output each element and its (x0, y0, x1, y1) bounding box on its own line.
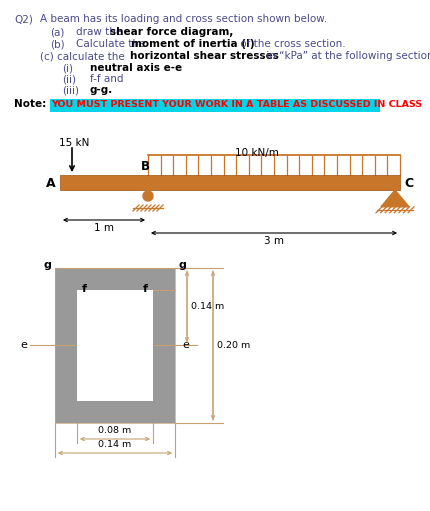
Text: (b): (b) (50, 39, 64, 49)
Circle shape (143, 191, 153, 201)
Text: 1 m: 1 m (94, 223, 114, 233)
Bar (77, 290, 153, 401)
Text: 0.14 m: 0.14 m (98, 440, 131, 449)
Text: Q2): Q2) (14, 14, 33, 24)
Text: of the cross section.: of the cross section. (237, 39, 345, 49)
Text: draw the: draw the (76, 27, 125, 37)
Text: YOU MUST PRESENT YOUR WORK IN A TABLE AS DISCUSSED IN CLASS: YOU MUST PRESENT YOUR WORK IN A TABLE AS… (51, 100, 421, 109)
Text: 0.08 m: 0.08 m (98, 426, 131, 435)
Text: f-f and: f-f and (90, 74, 123, 84)
Text: 0.20 m: 0.20 m (216, 341, 250, 350)
Text: Calculate the: Calculate the (76, 39, 148, 49)
Text: Note:: Note: (14, 99, 46, 109)
Bar (55, 268, 175, 423)
Text: (i): (i) (62, 63, 73, 73)
Text: moment of inertia (I): moment of inertia (I) (131, 39, 254, 49)
Text: C: C (403, 176, 412, 190)
Text: e: e (181, 340, 188, 350)
Text: A: A (46, 176, 55, 190)
Bar (55, 268, 175, 423)
Polygon shape (380, 190, 408, 207)
Text: e: e (20, 340, 27, 350)
Text: in “kPa” at the following sections:: in “kPa” at the following sections: (262, 51, 430, 61)
Text: f: f (143, 284, 147, 294)
Text: A beam has its loading and cross section shown below.: A beam has its loading and cross section… (40, 14, 326, 24)
Text: B: B (141, 160, 150, 173)
Text: 15 kN: 15 kN (59, 138, 89, 148)
Text: (a): (a) (50, 27, 64, 37)
Text: 3 m: 3 m (264, 236, 283, 246)
Text: (iii): (iii) (62, 85, 79, 95)
Text: 0.14 m: 0.14 m (190, 302, 224, 311)
Bar (50, 99, 379, 112)
Text: horizontal shear stresses: horizontal shear stresses (130, 51, 278, 61)
Text: (c) calculate the: (c) calculate the (40, 51, 128, 61)
Text: shear force diagram,: shear force diagram, (110, 27, 233, 37)
Text: g-g.: g-g. (90, 85, 113, 95)
Text: neutral axis e-e: neutral axis e-e (90, 63, 182, 73)
Text: g: g (178, 260, 187, 270)
Text: (ii): (ii) (62, 74, 76, 84)
Bar (60, 175, 399, 190)
Text: g: g (43, 260, 51, 270)
Text: f: f (82, 284, 87, 294)
Text: 10 kN/m: 10 kN/m (234, 148, 278, 158)
